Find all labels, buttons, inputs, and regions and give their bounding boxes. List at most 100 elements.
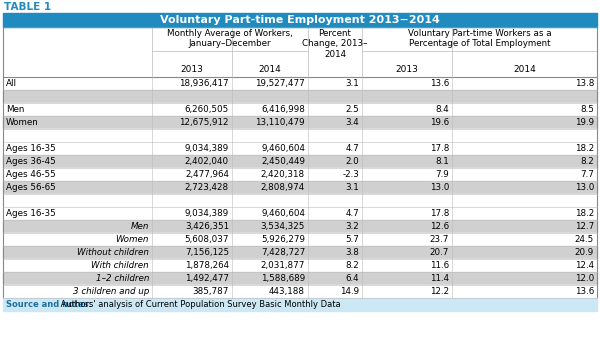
Text: 3,426,351: 3,426,351 — [185, 222, 229, 231]
Bar — [3, 142, 597, 155]
Text: All: All — [6, 79, 17, 88]
Text: 9,460,604: 9,460,604 — [261, 209, 305, 218]
Text: 6,260,505: 6,260,505 — [185, 105, 229, 114]
Text: 11.4: 11.4 — [430, 274, 449, 283]
Bar — [3, 194, 597, 207]
Text: 5.7: 5.7 — [345, 235, 359, 244]
Text: 23.7: 23.7 — [430, 235, 449, 244]
Text: 20.9: 20.9 — [575, 248, 594, 257]
Bar — [3, 77, 597, 90]
Bar — [3, 129, 597, 142]
Text: 12.0: 12.0 — [575, 274, 594, 283]
Text: 1,878,264: 1,878,264 — [185, 261, 229, 270]
Bar — [3, 259, 597, 272]
Text: 2.0: 2.0 — [345, 157, 359, 166]
Text: 8.4: 8.4 — [435, 105, 449, 114]
Text: 2,450,449: 2,450,449 — [261, 157, 305, 166]
Text: Ages 16-35: Ages 16-35 — [6, 144, 56, 153]
Bar — [3, 272, 597, 285]
Text: 3.1: 3.1 — [345, 79, 359, 88]
Bar — [3, 168, 597, 181]
Bar — [3, 220, 597, 233]
Bar — [3, 13, 597, 27]
Text: 9,460,604: 9,460,604 — [261, 144, 305, 153]
Text: 2,477,964: 2,477,964 — [185, 170, 229, 179]
Text: Women: Women — [6, 118, 39, 127]
Text: 2.5: 2.5 — [345, 105, 359, 114]
Text: 2,420,318: 2,420,318 — [261, 170, 305, 179]
Text: 1,492,477: 1,492,477 — [185, 274, 229, 283]
Text: 5,608,037: 5,608,037 — [185, 235, 229, 244]
Bar — [3, 181, 597, 194]
Bar — [3, 246, 597, 259]
Text: 19.9: 19.9 — [575, 118, 594, 127]
Text: Men: Men — [6, 105, 25, 114]
Text: 12,675,912: 12,675,912 — [179, 118, 229, 127]
Bar — [3, 155, 597, 168]
Text: 12.7: 12.7 — [575, 222, 594, 231]
Text: Ages 16-35: Ages 16-35 — [6, 209, 56, 218]
Text: 3.2: 3.2 — [345, 222, 359, 231]
Text: 13,110,479: 13,110,479 — [256, 118, 305, 127]
Text: 13.0: 13.0 — [430, 183, 449, 192]
Bar — [3, 298, 597, 311]
Text: 19.6: 19.6 — [430, 118, 449, 127]
Text: 7,156,125: 7,156,125 — [185, 248, 229, 257]
Text: 24.5: 24.5 — [575, 235, 594, 244]
Text: 2,402,040: 2,402,040 — [185, 157, 229, 166]
Text: 2014: 2014 — [259, 65, 281, 74]
Text: 2013: 2013 — [395, 65, 418, 74]
Text: TABLE 1: TABLE 1 — [4, 1, 51, 11]
Text: 18,936,417: 18,936,417 — [179, 79, 229, 88]
Text: 443,188: 443,188 — [269, 287, 305, 296]
Bar — [3, 233, 597, 246]
Text: 2013: 2013 — [181, 65, 203, 74]
Text: 17.8: 17.8 — [430, 209, 449, 218]
Text: 7.9: 7.9 — [435, 170, 449, 179]
Text: 4.7: 4.7 — [345, 209, 359, 218]
Text: 8.2: 8.2 — [580, 157, 594, 166]
Text: Percent
Change, 2013–
2014: Percent Change, 2013– 2014 — [302, 29, 368, 59]
Text: 3,534,325: 3,534,325 — [260, 222, 305, 231]
Text: 13.0: 13.0 — [575, 183, 594, 192]
Text: 3.1: 3.1 — [345, 183, 359, 192]
Bar — [3, 285, 597, 298]
Text: 385,787: 385,787 — [193, 287, 229, 296]
Text: 8.2: 8.2 — [345, 261, 359, 270]
Text: With children: With children — [91, 261, 149, 270]
Text: Women: Women — [116, 235, 149, 244]
Text: 4.7: 4.7 — [345, 144, 359, 153]
Text: 7,428,727: 7,428,727 — [261, 248, 305, 257]
Text: 9,034,389: 9,034,389 — [185, 144, 229, 153]
Text: 8.5: 8.5 — [580, 105, 594, 114]
Text: Ages 56-65: Ages 56-65 — [6, 183, 56, 192]
Text: 13.6: 13.6 — [430, 79, 449, 88]
Bar — [3, 90, 597, 103]
Text: 12.2: 12.2 — [430, 287, 449, 296]
Text: 2,808,974: 2,808,974 — [261, 183, 305, 192]
Text: 6.4: 6.4 — [346, 274, 359, 283]
Text: Source and notes:: Source and notes: — [6, 300, 92, 309]
Text: 12.6: 12.6 — [430, 222, 449, 231]
Text: 3.8: 3.8 — [345, 248, 359, 257]
Text: Without children: Without children — [77, 248, 149, 257]
Text: 13.6: 13.6 — [575, 287, 594, 296]
Text: 2014: 2014 — [513, 65, 536, 74]
Text: 6,416,998: 6,416,998 — [261, 105, 305, 114]
Text: 18.2: 18.2 — [575, 144, 594, 153]
Text: Men: Men — [131, 222, 149, 231]
Text: 11.6: 11.6 — [430, 261, 449, 270]
Bar — [3, 27, 597, 77]
Text: 12.4: 12.4 — [575, 261, 594, 270]
Bar — [3, 103, 597, 116]
Text: 2,723,428: 2,723,428 — [185, 183, 229, 192]
Text: Voluntary Part-time Employment 2013−2014: Voluntary Part-time Employment 2013−2014 — [160, 15, 440, 25]
Text: 1–2 children: 1–2 children — [95, 274, 149, 283]
Text: 3 children and up: 3 children and up — [73, 287, 149, 296]
Text: Monthly Average of Workers,
January–December: Monthly Average of Workers, January–Dece… — [167, 29, 293, 49]
Text: 3.4: 3.4 — [345, 118, 359, 127]
Text: 9,034,389: 9,034,389 — [185, 209, 229, 218]
Bar — [3, 207, 597, 220]
Text: 14.9: 14.9 — [340, 287, 359, 296]
Text: 2,031,877: 2,031,877 — [260, 261, 305, 270]
